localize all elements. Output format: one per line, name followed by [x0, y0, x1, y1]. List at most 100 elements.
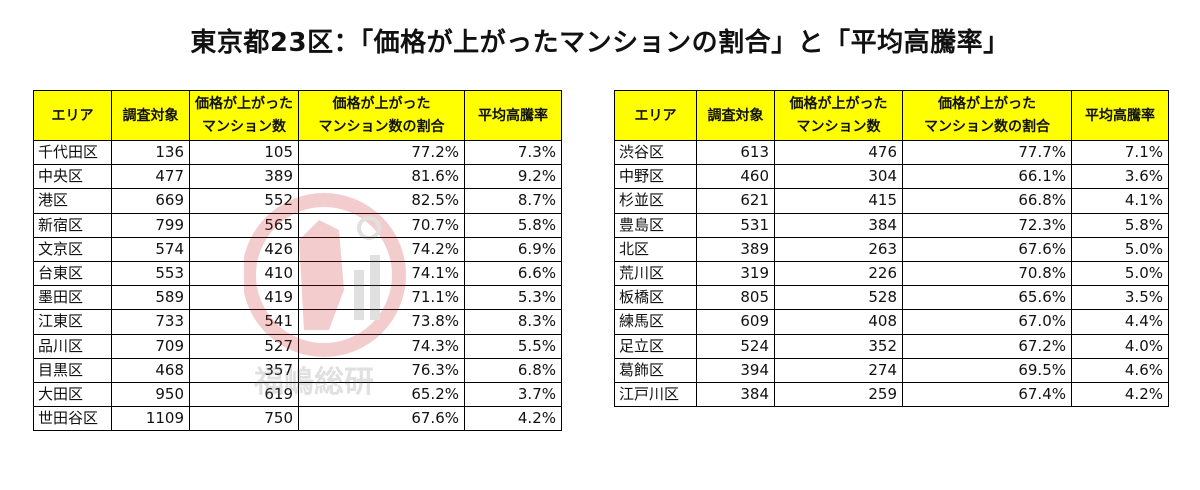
- cell-survey-count: 621: [696, 188, 775, 214]
- table-row: 世田谷区 1109 750 67.6% 4.2%: [33, 406, 562, 432]
- cell-area: 文京区: [33, 236, 112, 262]
- cell-avg-rate: 8.3%: [464, 309, 562, 335]
- cell-survey-count: 589: [111, 285, 190, 311]
- cell-rising-count: 565: [189, 212, 299, 238]
- table-header-row: エリア 調査対象 価格が上がった マンション数 価格が上がった マンション数の割…: [33, 90, 562, 141]
- cell-rising-ratio: 67.4%: [902, 381, 1072, 408]
- cell-area: 大田区: [33, 381, 112, 408]
- cell-rising-ratio: 74.3%: [298, 333, 465, 359]
- table-row: 北区 389 263 67.6% 5.0%: [614, 236, 1169, 262]
- cell-area: 目黒区: [33, 357, 112, 383]
- header-area: エリア: [33, 90, 112, 141]
- cell-survey-count: 460: [696, 164, 775, 190]
- cell-area: 千代田区: [33, 139, 112, 166]
- header-rising-count: 価格が上がった マンション数: [189, 90, 299, 141]
- header-ratio-line2: マンション数の割合: [318, 118, 445, 135]
- table-row: 江東区 733 541 73.8% 8.3%: [33, 309, 562, 335]
- cell-avg-rate: 4.1%: [1071, 188, 1169, 214]
- cell-rising-count: 528: [774, 285, 903, 311]
- cell-survey-count: 733: [111, 309, 190, 335]
- cell-avg-rate: 3.5%: [1071, 285, 1169, 311]
- cell-survey-count: 389: [696, 236, 775, 262]
- cell-rising-count: 619: [189, 381, 299, 408]
- table-row: 墨田区 589 419 71.1% 5.3%: [33, 285, 562, 311]
- cell-rising-count: 357: [189, 357, 299, 383]
- cell-avg-rate: 5.0%: [1071, 260, 1169, 287]
- cell-avg-rate: 5.8%: [1071, 212, 1169, 238]
- cell-rising-ratio: 71.1%: [298, 285, 465, 311]
- header-rising-count: 価格が上がった マンション数: [774, 90, 903, 141]
- header-survey-count: 調査対象: [111, 90, 190, 141]
- cell-avg-rate: 5.8%: [464, 212, 562, 238]
- cell-survey-count: 709: [111, 333, 190, 359]
- cell-area: 江東区: [33, 309, 112, 335]
- table-row: 渋谷区 613 476 77.7% 7.1%: [614, 139, 1169, 166]
- header-ratio-line1: 価格が上がった: [938, 95, 1036, 112]
- cell-survey-count: 799: [111, 212, 190, 238]
- cell-area: 品川区: [33, 333, 112, 359]
- header-ratio-line2: マンション数の割合: [924, 118, 1050, 135]
- cell-survey-count: 394: [696, 357, 775, 383]
- table-right: エリア 調査対象 価格が上がった マンション数 価格が上がった マンション数の割…: [614, 90, 1169, 408]
- cell-survey-count: 384: [696, 381, 775, 408]
- cell-avg-rate: 5.0%: [1071, 236, 1169, 262]
- cell-survey-count: 468: [111, 357, 190, 383]
- cell-rising-count: 226: [774, 260, 903, 287]
- cell-rising-ratio: 74.2%: [298, 236, 465, 262]
- cell-rising-count: 541: [189, 309, 299, 335]
- cell-rising-count: 415: [774, 188, 903, 214]
- cell-rising-count: 263: [774, 236, 903, 262]
- cell-avg-rate: 5.5%: [464, 333, 562, 359]
- cell-area: 板橋区: [614, 285, 697, 311]
- cell-area: 豊島区: [614, 212, 697, 238]
- cell-avg-rate: 8.7%: [464, 188, 562, 214]
- cell-rising-ratio: 70.7%: [298, 212, 465, 238]
- cell-rising-count: 105: [189, 139, 299, 166]
- cell-rising-ratio: 73.8%: [298, 309, 465, 335]
- header-rising-line1: 価格が上がった: [789, 95, 888, 112]
- cell-area: 中野区: [614, 164, 697, 190]
- cell-rising-ratio: 69.5%: [902, 357, 1072, 383]
- header-rising-line2: マンション数: [796, 118, 881, 135]
- cell-rising-ratio: 77.7%: [902, 139, 1072, 166]
- table-row: 台東区 553 410 74.1% 6.6%: [33, 260, 562, 287]
- cell-survey-count: 669: [111, 188, 190, 214]
- cell-rising-count: 476: [774, 139, 903, 166]
- cell-rising-count: 419: [189, 285, 299, 311]
- cell-rising-ratio: 70.8%: [902, 260, 1072, 287]
- cell-area: 港区: [33, 188, 112, 214]
- table-row: 大田区 950 619 65.2% 3.7%: [33, 381, 562, 408]
- page-title: 東京都23区：「価格が上がったマンションの割合」と「平均高騰率」: [190, 28, 1010, 58]
- cell-survey-count: 805: [696, 285, 775, 311]
- cell-rising-ratio: 81.6%: [298, 164, 465, 190]
- table-row: 足立区 524 352 67.2% 4.0%: [614, 333, 1169, 359]
- cell-rising-count: 527: [189, 333, 299, 359]
- table-row: 目黒区 468 357 76.3% 6.8%: [33, 357, 562, 383]
- table-row: 荒川区 319 226 70.8% 5.0%: [614, 260, 1169, 287]
- cell-rising-ratio: 66.8%: [902, 188, 1072, 214]
- cell-area: 世田谷区: [33, 406, 112, 432]
- header-ratio-line1: 価格が上がった: [332, 95, 431, 112]
- table-row: 文京区 574 426 74.2% 6.9%: [33, 236, 562, 262]
- cell-area: 杉並区: [614, 188, 697, 214]
- cell-rising-count: 352: [774, 333, 903, 359]
- table-right-body: 渋谷区 613 476 77.7% 7.1% 中野区 460 304 66.1% 3.6% 杉並区 6…: [614, 139, 1169, 408]
- cell-rising-count: 426: [189, 236, 299, 262]
- cell-avg-rate: 7.1%: [1071, 139, 1169, 166]
- table-row: 葛飾区 394 274 69.5% 4.6%: [614, 357, 1169, 383]
- cell-avg-rate: 4.2%: [464, 406, 562, 432]
- cell-rising-count: 389: [189, 164, 299, 190]
- cell-avg-rate: 4.0%: [1071, 333, 1169, 359]
- cell-rising-ratio: 65.2%: [298, 381, 465, 408]
- cell-area: 新宿区: [33, 212, 112, 238]
- cell-rising-ratio: 76.3%: [298, 357, 465, 383]
- cell-survey-count: 1109: [111, 406, 190, 432]
- table-left-body: 千代田区 136 105 77.2% 7.3% 中央区 477 389 81.6% 9.2% 港区 6…: [33, 139, 562, 432]
- cell-survey-count: 531: [696, 212, 775, 238]
- cell-avg-rate: 3.6%: [1071, 164, 1169, 190]
- cell-survey-count: 553: [111, 260, 190, 287]
- table-left: エリア 調査対象 価格が上がった マンション数 価格が上がった マンション数の割…: [33, 90, 562, 432]
- table-row: 板橋区 805 528 65.6% 3.5%: [614, 285, 1169, 311]
- cell-rising-count: 384: [774, 212, 903, 238]
- cell-rising-count: 408: [774, 309, 903, 335]
